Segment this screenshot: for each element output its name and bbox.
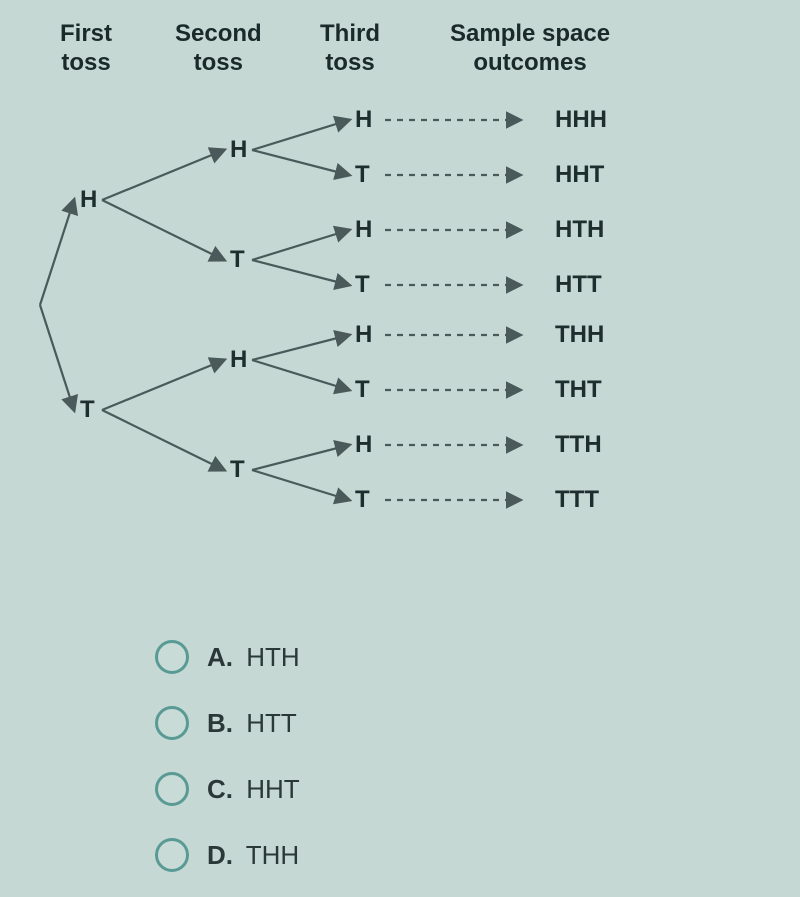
radio-D[interactable] [155, 838, 189, 872]
third-toss-node-2: H [355, 216, 372, 244]
outcome-TTT: TTT [555, 486, 599, 514]
first-toss-node-0: H [80, 186, 97, 214]
option-text-A: A. HTH [207, 642, 300, 673]
second-toss-node-1: T [230, 246, 245, 274]
outcome-THT: THT [555, 376, 602, 404]
answer-option-A[interactable]: A. HTH [155, 640, 300, 674]
tree-diagram [0, 0, 800, 897]
answer-option-C[interactable]: C. HHT [155, 772, 300, 806]
second-toss-node-3: T [230, 456, 245, 484]
first-toss-node-1: T [80, 396, 95, 424]
option-text-B: B. HTT [207, 708, 297, 739]
radio-B[interactable] [155, 706, 189, 740]
radio-A[interactable] [155, 640, 189, 674]
second-toss-node-0: H [230, 136, 247, 164]
third-toss-node-4: H [355, 321, 372, 349]
answer-option-B[interactable]: B. HTT [155, 706, 297, 740]
third-toss-node-3: T [355, 271, 370, 299]
page-root: First toss Second toss Third toss Sample… [0, 0, 800, 897]
third-toss-node-5: T [355, 376, 370, 404]
third-toss-node-0: H [355, 106, 372, 134]
third-toss-node-1: T [355, 161, 370, 189]
outcome-THH: THH [555, 321, 604, 349]
radio-C[interactable] [155, 772, 189, 806]
third-toss-node-7: T [355, 486, 370, 514]
option-text-C: C. HHT [207, 774, 300, 805]
outcome-HHH: HHH [555, 106, 607, 134]
answer-option-D[interactable]: D. THH [155, 838, 299, 872]
second-toss-node-2: H [230, 346, 247, 374]
outcome-HTT: HTT [555, 271, 602, 299]
outcome-HTH: HTH [555, 216, 604, 244]
option-text-D: D. THH [207, 840, 299, 871]
outcome-TTH: TTH [555, 431, 602, 459]
outcome-HHT: HHT [555, 161, 604, 189]
third-toss-node-6: H [355, 431, 372, 459]
